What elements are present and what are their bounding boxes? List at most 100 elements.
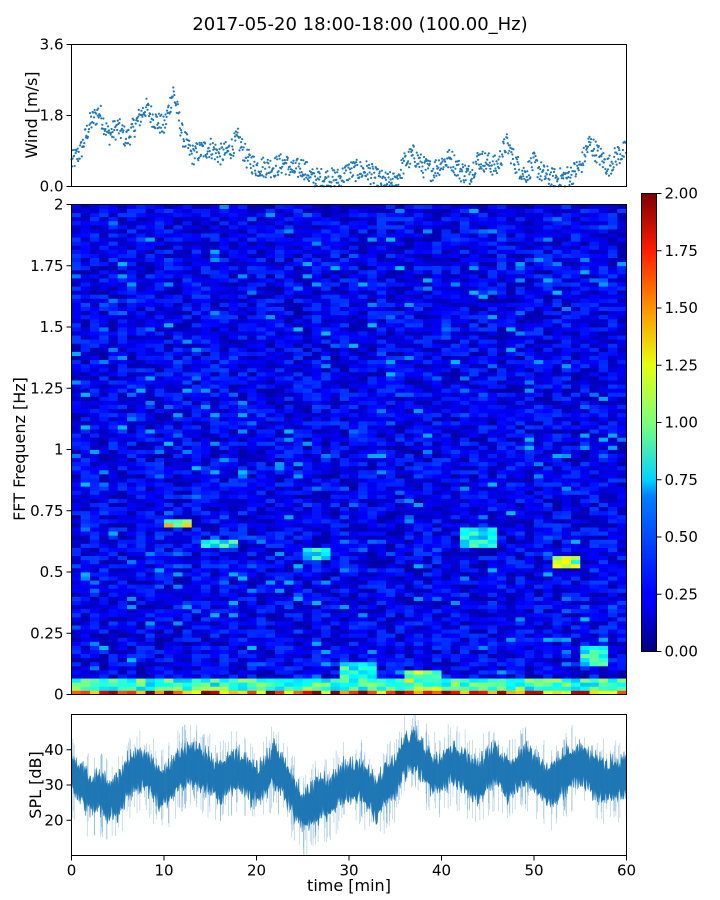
spectrogram-cell [367,621,378,626]
wind-point [436,172,439,175]
spectrogram-cell [441,584,452,589]
spectrogram-cell [80,506,91,512]
spectrogram-cell [265,633,276,638]
wind-point [333,169,336,172]
spectrogram-cell [367,482,378,487]
spectrogram-cell [515,531,526,536]
spectrogram-cell [552,670,563,675]
wind-point [621,148,625,152]
spectrogram-cell [191,686,202,691]
spectrogram-cell [487,600,498,606]
spectrogram-cell [423,608,433,614]
spectrogram-cell [127,506,137,512]
spectrogram-cell [506,641,516,646]
spectrogram-cell [90,441,100,446]
spectrogram-cell [460,592,470,597]
spectrogram-cell [210,596,220,601]
spectrogram-cell [71,621,82,626]
spectrogram-cell [423,437,433,442]
spectrogram-cell [571,539,581,544]
spectrogram-cell [247,690,257,695]
wind-point [101,123,104,126]
spectrogram-cell [228,690,239,695]
spectrogram-cell [413,592,424,597]
spectrogram-cell [321,604,331,610]
wind-point [531,169,534,172]
spectrogram-cell [469,555,479,561]
spectrogram-cell [423,596,433,601]
spectrogram-cell [487,433,498,438]
spectrogram-cell [571,531,581,536]
spectrogram-cell [90,437,100,442]
spectrogram-cell [321,555,331,561]
spectrogram-cell [247,482,257,487]
wind-point [482,164,485,167]
spectrogram-cell [90,600,100,606]
spectrogram-cell [506,527,516,532]
spectrogram-cell [117,674,128,679]
spectrogram-cell [561,572,572,577]
spectrogram-cell [256,690,267,695]
spectrogram-cell [256,457,267,463]
spectrogram-cell [284,633,294,638]
spectrogram-cell [182,678,193,683]
spectrogram-cell [395,563,405,569]
wind-point [362,167,365,170]
spectrogram-cell [228,600,239,606]
spectrogram-cell [99,474,109,479]
spectrogram-cell [552,661,563,667]
wind-point [288,165,291,168]
spectrogram-cell [164,674,174,679]
spectrogram-cell [312,653,322,659]
spectrogram-cell [376,543,387,548]
spectrogram-cell [580,645,590,650]
spectrogram-cell [293,653,304,659]
spectrogram-cell [219,465,230,471]
spectrogram-cell [404,621,415,626]
spectrogram-cell [367,469,378,475]
spectrogram-cell [284,665,294,671]
wind-point [330,181,333,184]
spectrogram-cell [164,514,174,520]
spectrogram-cell [145,596,156,601]
spectrogram-cell [117,494,128,499]
spectrogram-cell [90,502,100,508]
spectrogram-cell [265,543,276,548]
spectrogram-cell [441,604,452,610]
spectrogram-cell [506,494,516,499]
spectrogram-cell [80,584,91,589]
spectrogram-cell [524,514,535,520]
spectrogram-cell [608,441,618,446]
spectrogram-cell [201,612,211,618]
spectrogram-cell [99,637,109,642]
spectrogram-cell [284,584,294,589]
wind-point [191,144,194,147]
spectrogram-cell [145,482,156,487]
spectrogram-cell [117,641,128,646]
spectrogram-cell [487,506,498,512]
spectrogram-cell [367,547,378,552]
spectrogram-cell [182,474,193,479]
spectrogram-cell [228,645,239,650]
spectrogram-cell [423,592,433,597]
spectrogram-cell [543,445,553,450]
spectrogram-cell [330,661,341,667]
spectrogram-cell [534,604,544,610]
spectrogram-cell [367,682,378,687]
spectrogram-cell [478,576,489,581]
spectrogram-cell [376,490,387,495]
spectrogram-cell [561,657,572,663]
spectrogram-cell [164,616,174,622]
spectrogram-cell [164,551,174,557]
spectrogram-cell [608,633,618,638]
spectrogram-cell [136,482,146,487]
spectrogram-cell [358,437,368,442]
spectrogram-cell [99,437,109,442]
spectrogram-cell [376,670,387,675]
spectrogram-cell [312,510,322,516]
wind-point [121,124,124,127]
wind-point [85,134,88,137]
spectrogram-cell [515,547,526,552]
spectrogram-cell [506,682,516,687]
spectrogram-cell [284,559,294,565]
